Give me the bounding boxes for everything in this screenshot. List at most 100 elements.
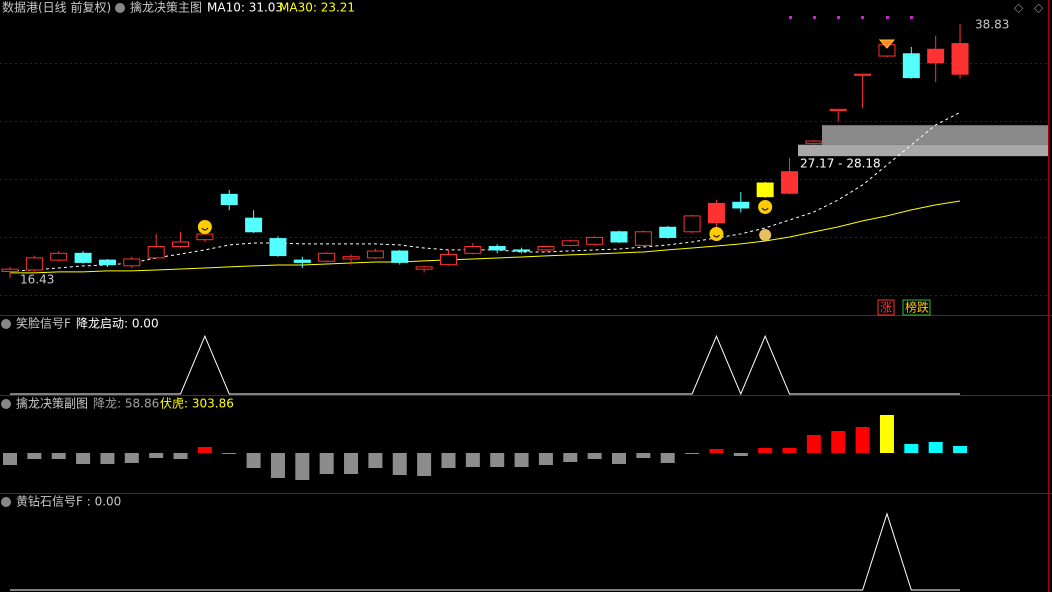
smiley-icon xyxy=(758,200,773,214)
tag: 涨 xyxy=(880,300,892,315)
bar xyxy=(612,453,626,464)
bar xyxy=(587,453,602,459)
tags: 涨 榜跌 xyxy=(877,299,931,316)
candle-body xyxy=(391,250,409,263)
candle-body xyxy=(756,182,774,198)
dot xyxy=(813,16,816,19)
candle-body xyxy=(464,246,482,254)
smiley-face xyxy=(713,234,720,238)
bar xyxy=(782,448,797,453)
dot xyxy=(861,16,864,19)
candle-body xyxy=(1,268,19,272)
dot xyxy=(886,16,889,19)
bar xyxy=(904,444,919,453)
candle-body xyxy=(829,108,847,111)
candle-body xyxy=(683,215,701,233)
bar xyxy=(51,453,66,459)
bar xyxy=(563,453,578,462)
candle-body xyxy=(342,256,360,260)
bar xyxy=(514,453,529,467)
candle-body xyxy=(732,201,750,209)
toggle-icon[interactable] xyxy=(1,497,11,507)
candle-body xyxy=(25,257,43,271)
toggle-icon[interactable] xyxy=(1,319,11,329)
candle-body xyxy=(196,233,214,241)
candle-body xyxy=(561,240,579,246)
indicator-title: 擒龙决策主图 xyxy=(130,0,202,15)
candle-body xyxy=(513,249,531,252)
window-icon[interactable]: ◇ xyxy=(1034,1,1044,15)
candle-body xyxy=(805,140,823,144)
zone-label: 27.17 - 28.18 xyxy=(800,157,881,171)
toggle-icon[interactable] xyxy=(1,399,11,409)
panel-2-header: 笑脸信号F 降龙启动: 0.00 xyxy=(1,316,159,331)
bar xyxy=(685,453,700,454)
signal-line xyxy=(10,512,961,591)
bar xyxy=(3,453,17,465)
panel-4-header: 黄钻石信号F : 0.00 xyxy=(1,494,121,509)
bar xyxy=(295,453,310,480)
bar xyxy=(490,453,505,467)
candle-body xyxy=(74,252,92,263)
toggle-icon[interactable] xyxy=(115,3,125,13)
candle-body xyxy=(951,43,969,75)
bar xyxy=(222,453,237,454)
bar xyxy=(855,427,870,453)
bar xyxy=(270,453,285,478)
bar xyxy=(758,448,773,453)
legend-ma10: MA10: 31.03 xyxy=(207,1,283,15)
bar xyxy=(368,453,383,468)
dot xyxy=(910,16,913,19)
bar xyxy=(831,431,846,453)
candle-body xyxy=(902,53,920,79)
bar xyxy=(100,453,115,464)
smiley-icon xyxy=(709,227,724,241)
bar xyxy=(879,415,894,453)
panel-3-header: 擒龙决策副图 降龙: 58.86 伏虎: 303.86 xyxy=(1,396,234,411)
bar xyxy=(319,453,334,474)
bar xyxy=(246,453,261,468)
dot xyxy=(789,16,792,19)
legend-ma30: MA30: 23.21 xyxy=(279,1,355,15)
bar xyxy=(636,453,651,458)
candle-body xyxy=(293,259,311,263)
bar xyxy=(806,435,821,453)
candle-body xyxy=(366,250,384,259)
candle-body xyxy=(610,231,628,243)
header: 数据港(日线 前复权) 擒龙决策主图 MA10: 31.03 MA30: 23.… xyxy=(2,0,1044,15)
window-icon[interactable]: ◇ xyxy=(1014,1,1024,15)
candle-body xyxy=(659,226,677,238)
bar xyxy=(928,442,943,453)
candle-body xyxy=(415,266,433,270)
bar xyxy=(441,453,456,468)
candle-body xyxy=(172,241,190,248)
candle-body xyxy=(50,252,68,261)
dot xyxy=(837,16,840,19)
candle-body xyxy=(245,217,263,233)
bar xyxy=(538,453,553,465)
tag-box xyxy=(902,299,931,316)
panel-title: 笑脸信号F xyxy=(16,316,71,331)
candle-body xyxy=(927,48,945,64)
bar xyxy=(173,453,188,459)
money-bag-icon xyxy=(759,229,772,241)
bar xyxy=(392,453,407,475)
stock-name: 数据港(日线 前复权) xyxy=(2,0,111,15)
legend-label: 伏虎: 303.86 xyxy=(160,397,234,411)
candle-body xyxy=(781,171,799,194)
legend-label: 降龙: 58.86 xyxy=(93,397,159,411)
bar xyxy=(417,453,432,476)
bar xyxy=(465,453,480,467)
candle-body xyxy=(98,259,116,266)
ma-line xyxy=(10,200,961,274)
low-label: 16.43 xyxy=(20,272,54,286)
candle-body xyxy=(318,252,336,262)
candle-body xyxy=(537,246,555,251)
candle-body xyxy=(488,246,506,251)
panel-title: 黄钻石信号F : 0.00 xyxy=(16,494,121,509)
price-zone xyxy=(822,125,1048,145)
tag: 榜跌 xyxy=(905,300,929,315)
bar xyxy=(953,446,968,453)
